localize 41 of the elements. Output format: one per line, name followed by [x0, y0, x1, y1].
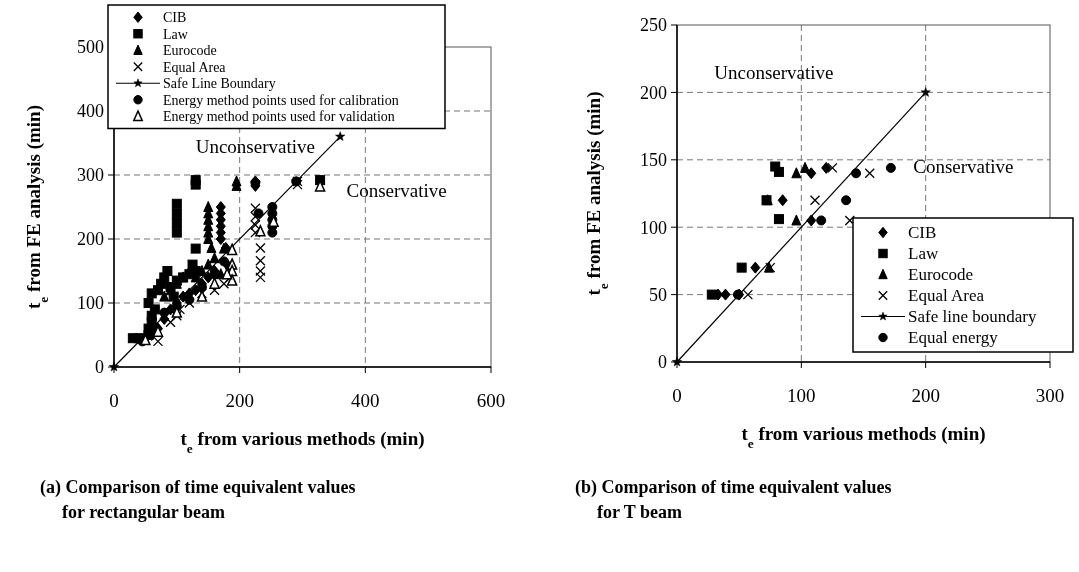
y-tick-label: 0	[95, 357, 104, 378]
legend-label: Law	[908, 244, 939, 264]
legend-label: CIB	[163, 10, 187, 26]
text: (a) Comparison of time equivalent values for rectangular beam	[40, 477, 356, 522]
y-tick-label: 500	[77, 37, 104, 58]
y-tick-label: 50	[649, 284, 667, 305]
legend-label: Equal Area	[908, 286, 985, 306]
legend-label: Safe Line Boundary	[163, 76, 276, 92]
legend-label: Energy method points used for calibration	[163, 92, 399, 108]
legend-label: Energy method points used for validation	[163, 109, 395, 125]
legend-label: Equal Area	[163, 59, 227, 75]
text: (b) Comparison of time equivalent values for T beam	[575, 477, 892, 522]
y-tick-label: 150	[640, 150, 667, 171]
x-tick-label: 400	[351, 390, 380, 411]
legend-label: CIB	[908, 223, 937, 243]
y-tick-label: 0	[658, 352, 667, 373]
annotation: Conservative	[913, 156, 1014, 178]
x-tick-label: 200	[911, 385, 940, 406]
y-tick-label: 100	[640, 217, 667, 238]
x-axis-title: t$_{e}$ from various methods (min)	[180, 428, 425, 456]
y-tick-label: 300	[77, 165, 104, 186]
x-axis-title: t$_{e}$ from various methods (min)	[741, 423, 986, 451]
y-tick-label: 200	[77, 229, 104, 250]
annotation: Conservative	[346, 180, 447, 202]
x-tick-label: 100	[787, 385, 816, 406]
x-tick-label: 0	[109, 390, 119, 411]
x-tick-label: 0	[672, 385, 682, 406]
x-tick-label: 200	[225, 390, 254, 411]
y-tick-label: 250	[640, 15, 667, 36]
legend-label: Eurocode	[908, 265, 974, 285]
x-tick-label: 600	[476, 390, 506, 411]
y-tick-label: 100	[77, 293, 104, 314]
x-tick-label: 300	[1035, 385, 1065, 406]
legend-label: Law	[163, 26, 189, 42]
legend-label: Safe line boundary	[908, 307, 1037, 327]
annotation: Unconservative	[714, 61, 834, 83]
legend-label: Eurocode	[163, 43, 217, 59]
y-tick-label: 400	[77, 101, 104, 122]
legend-label: Equal energy	[908, 328, 999, 348]
y-tick-label: 200	[640, 82, 667, 103]
annotation: Unconservative	[195, 135, 315, 157]
